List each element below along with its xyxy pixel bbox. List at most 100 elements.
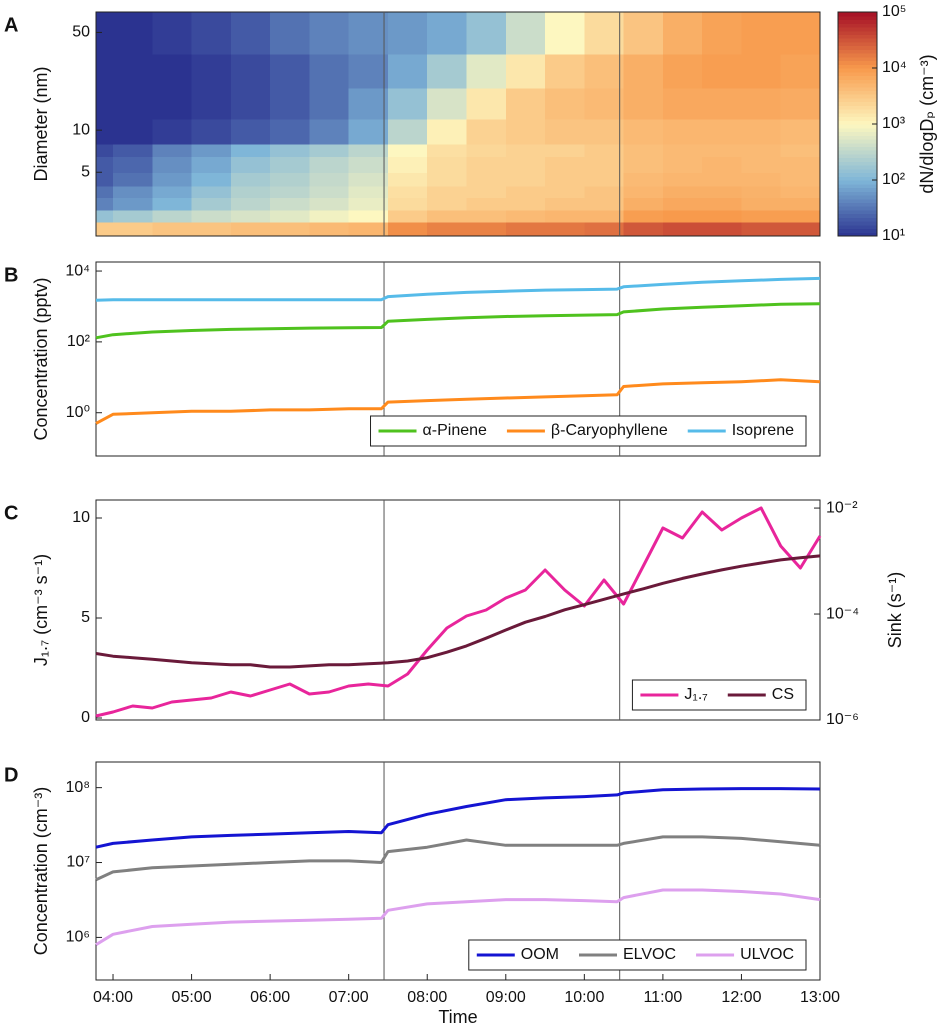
heat-cell xyxy=(427,88,468,120)
heat-cell xyxy=(113,88,153,120)
heat-cell xyxy=(270,222,311,237)
y-tick-label: 10⁰ xyxy=(66,404,90,421)
panel-label: B xyxy=(4,264,18,286)
heat-cell xyxy=(505,209,546,223)
series-line xyxy=(95,787,821,849)
heat-cell xyxy=(741,222,782,237)
heat-cell xyxy=(741,197,782,211)
heat-cell xyxy=(387,222,428,237)
x-axis-label: Time xyxy=(438,1007,477,1024)
heat-cell xyxy=(623,197,664,211)
heat-cell xyxy=(702,197,743,211)
heat-cell xyxy=(387,209,428,223)
heat-cell xyxy=(113,197,153,211)
heat-cell xyxy=(662,185,703,199)
colorbar-step xyxy=(838,206,877,211)
heat-cell xyxy=(623,209,664,223)
colorbar-step xyxy=(838,138,877,144)
heat-cell xyxy=(96,197,114,211)
heat-cell xyxy=(741,12,782,55)
heat-cell xyxy=(230,156,271,173)
colorbar-step xyxy=(838,194,877,200)
heat-cell xyxy=(584,209,625,223)
x-tick-label: 13:00 xyxy=(800,989,840,1006)
heat-cell xyxy=(152,185,193,199)
heat-cell xyxy=(505,143,546,157)
heat-cell xyxy=(113,12,153,55)
colorbar-step xyxy=(838,79,877,84)
heat-cell xyxy=(387,88,428,120)
heat-cell xyxy=(230,185,271,199)
heat-cell xyxy=(662,222,703,237)
y2-tick-label: 10⁻⁶ xyxy=(826,711,859,728)
y-tick-label: 5 xyxy=(81,609,90,626)
heat-cell xyxy=(113,156,153,173)
heat-cell xyxy=(505,54,546,89)
heat-cell xyxy=(387,143,428,157)
x-tick-label: 07:00 xyxy=(329,989,369,1006)
heat-cell xyxy=(584,12,625,55)
heat-cell xyxy=(584,143,625,157)
heat-cell xyxy=(545,197,585,211)
heat-cell xyxy=(387,119,428,145)
colorbar-step xyxy=(838,135,877,140)
colorbar-step xyxy=(838,97,877,103)
heat-cell xyxy=(113,119,153,145)
y-tick-label: 10 xyxy=(72,509,90,526)
heat-cell xyxy=(96,185,114,199)
colorbar-step xyxy=(838,131,877,136)
colorbar-step xyxy=(838,38,877,43)
heat-cell xyxy=(191,197,232,211)
colorbar-step xyxy=(838,49,877,54)
heat-cell xyxy=(152,54,193,89)
y-tick-label: 5 xyxy=(81,163,90,180)
heat-cell xyxy=(741,209,782,223)
heat-cell xyxy=(466,209,507,223)
heat-cell xyxy=(780,88,821,120)
heat-cell xyxy=(348,156,389,173)
colorbar-step xyxy=(838,232,877,237)
colorbar-step xyxy=(838,165,877,170)
heat-cell xyxy=(702,156,743,173)
series-line xyxy=(95,506,822,718)
heat-cell xyxy=(780,185,821,199)
heat-cell xyxy=(96,156,114,173)
y-tick-label: 10⁶ xyxy=(66,929,90,946)
heat-cell xyxy=(466,197,507,211)
plot-frame xyxy=(95,11,821,237)
colorbar-step xyxy=(838,157,877,162)
heat-cell xyxy=(505,222,546,237)
colorbar-step xyxy=(838,34,877,39)
heat-cell xyxy=(96,172,114,187)
heat-cell xyxy=(270,88,311,120)
heat-cell xyxy=(96,119,114,145)
colorbar-step xyxy=(838,187,877,192)
heat-cell xyxy=(741,88,782,120)
heat-cell xyxy=(505,88,546,120)
colorbar-step xyxy=(838,209,877,215)
heat-cell xyxy=(387,54,428,89)
heat-cell xyxy=(466,54,507,89)
heat-cell xyxy=(309,88,350,120)
heat-cell xyxy=(662,12,703,55)
colorbar-step xyxy=(838,71,877,77)
heat-cell xyxy=(741,143,782,157)
heat-cell xyxy=(427,143,468,157)
heat-cell xyxy=(584,156,625,173)
heat-cell xyxy=(191,12,232,55)
heat-cell xyxy=(466,88,507,120)
heat-cell xyxy=(584,172,625,187)
colorbar-step xyxy=(838,183,877,189)
colorbar-step xyxy=(838,105,877,110)
heat-cell xyxy=(152,172,193,187)
heat-cell xyxy=(96,222,114,237)
x-tick-label: 06:00 xyxy=(250,989,290,1006)
colorbar-step xyxy=(838,12,877,17)
legend-box xyxy=(370,415,807,447)
heat-cell xyxy=(623,156,664,173)
heat-cell xyxy=(780,172,821,187)
colorbar-tick-label: 10⁵ xyxy=(882,3,906,20)
heat-cell xyxy=(152,119,193,145)
panel-label: A xyxy=(4,14,18,36)
